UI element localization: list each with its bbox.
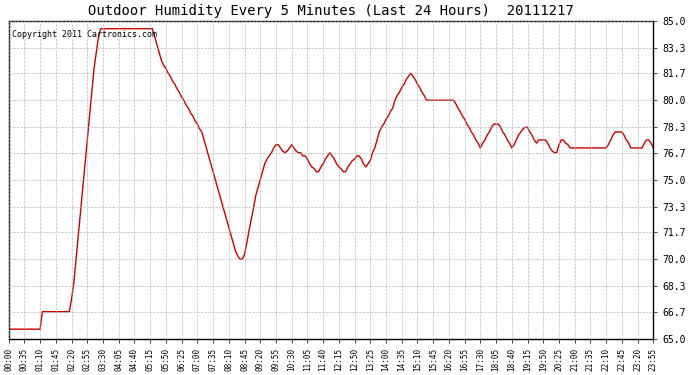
Title: Outdoor Humidity Every 5 Minutes (Last 24 Hours)  20111217: Outdoor Humidity Every 5 Minutes (Last 2… bbox=[88, 4, 574, 18]
Text: Copyright 2011 Cartronics.com: Copyright 2011 Cartronics.com bbox=[12, 30, 157, 39]
